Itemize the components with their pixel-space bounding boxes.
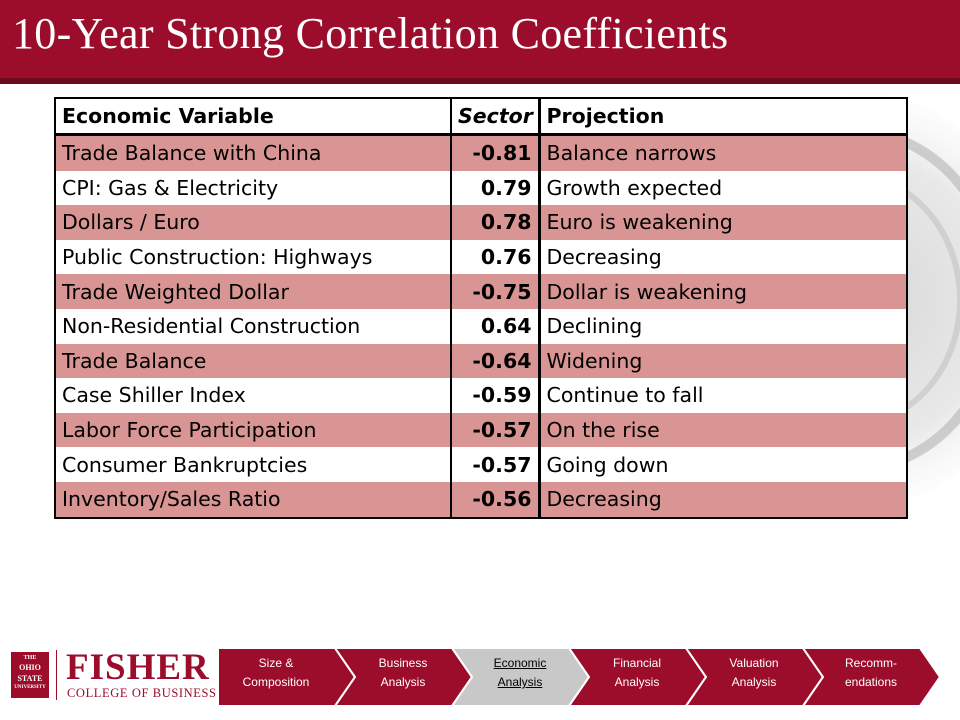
table-row: Non-Residential Construction 0.64 Declinin…	[54, 308, 908, 344]
table-row: Inventory/Sales Ratio -0.56 Decreasing	[54, 481, 908, 519]
fisher-logo-text: FISHER	[66, 647, 210, 688]
cell-economic-variable: Trade Balance with China	[54, 134, 452, 171]
cell-economic-variable: Public Construction: Highways	[54, 239, 452, 275]
table-row: Labor Force Participation -0.57 On the ris…	[54, 412, 908, 448]
cell-economic-variable: Non-Residential Construction	[54, 308, 452, 344]
nav-item-line1: Business	[378, 656, 428, 670]
nav-item-line1: Recomm-	[844, 656, 897, 670]
cell-sector-coefficient: 0.64	[450, 308, 541, 344]
nav-item-1[interactable]: Business Analysis	[353, 654, 453, 692]
cell-projection: Dollar is weakening	[538, 274, 908, 309]
footer: THE OHIO STATE UNIVERSITY FISHER COLLEGE…	[0, 640, 960, 720]
title-bar: 10-Year Strong Correlation Coefficients	[0, 0, 960, 84]
nav-chevron-5[interactable]	[801, 648, 942, 707]
nav-item-line2: Analysis	[614, 675, 660, 689]
cell-economic-variable: Dollars / Euro	[54, 205, 452, 240]
section-nav	[218, 648, 942, 707]
header-projection: Projection	[538, 97, 908, 136]
cell-projection: On the rise	[538, 412, 908, 448]
cell-sector-coefficient: -0.59	[450, 378, 541, 413]
table-row: Public Construction: Highways 0.76 Decreas…	[54, 239, 908, 275]
nav-item-line2: Analysis	[380, 675, 426, 689]
table-row: Trade Balance with China -0.81 Balance nar…	[54, 134, 908, 171]
cell-economic-variable: Trade Balance	[54, 343, 452, 379]
college-of-business-text: COLLEGE OF BUSINESS	[67, 686, 217, 700]
nav-item-line1: Size &	[258, 656, 294, 670]
cell-sector-coefficient: -0.75	[450, 274, 541, 309]
cell-economic-variable: Case Shiller Index	[54, 378, 452, 413]
header-sector: Sector	[450, 97, 541, 136]
cell-projection: Going down	[538, 447, 908, 482]
cell-sector-coefficient: -0.64	[450, 343, 541, 379]
table-header-row: Economic Variable Sector Projection	[54, 97, 908, 136]
nav-item-2[interactable]: Economic Analysis	[470, 654, 570, 692]
table-row: Dollars / Euro 0.78 Euro is weakening	[54, 205, 908, 240]
cell-projection: Decreasing	[538, 239, 908, 275]
nav-item-line2: Composition	[242, 675, 310, 689]
table-row: Trade Weighted Dollar -0.75 Dollar is weak…	[54, 274, 908, 309]
nav-item-line1: Economic	[493, 656, 547, 670]
cell-sector-coefficient: -0.81	[450, 134, 541, 171]
cell-sector-coefficient: 0.76	[450, 239, 541, 275]
cell-sector-coefficient: 0.79	[450, 170, 541, 206]
table-row: CPI: Gas & Electricity 0.79 Growth expecte…	[54, 170, 908, 206]
cell-projection: Euro is weakening	[538, 205, 908, 240]
nav-item-line1: Valuation	[729, 656, 779, 670]
cell-economic-variable: Inventory/Sales Ratio	[54, 481, 452, 519]
slide-title: 10-Year Strong Correlation Coefficients	[12, 9, 729, 58]
nav-item-line2: endations	[844, 675, 898, 689]
table-row: Case Shiller Index -0.59 Continue to fall	[54, 378, 908, 413]
table-row: Consumer Bankruptcies -0.57 Going down	[54, 447, 908, 482]
cell-economic-variable: CPI: Gas & Electricity	[54, 170, 452, 206]
cell-projection: Growth expected	[538, 170, 908, 206]
osu-logo: THE OHIO STATE UNIVERSITY	[11, 652, 49, 698]
cell-sector-coefficient: 0.78	[450, 205, 541, 240]
cell-sector-coefficient: -0.57	[450, 412, 541, 448]
cell-projection: Balance narrows	[538, 134, 908, 171]
nav-item-4[interactable]: Valuation Analysis	[704, 654, 804, 692]
nav-item-0[interactable]: Size & Composition	[226, 654, 326, 692]
cell-projection: Declining	[538, 308, 908, 344]
cell-projection: Decreasing	[538, 481, 908, 519]
correlation-table: Economic Variable Sector Projection Trad…	[54, 97, 908, 519]
cell-economic-variable: Consumer Bankruptcies	[54, 447, 452, 482]
cell-economic-variable: Trade Weighted Dollar	[54, 274, 452, 309]
cell-sector-coefficient: -0.56	[450, 481, 541, 519]
nav-item-3[interactable]: Financial Analysis	[587, 654, 687, 692]
nav-item-5[interactable]: Recomm-endations	[821, 654, 921, 692]
header-economic-variable: Economic Variable	[54, 97, 452, 136]
cell-projection: Continue to fall	[538, 378, 908, 413]
cell-sector-coefficient: -0.57	[450, 447, 541, 482]
nav-item-line1: Financial	[612, 656, 662, 670]
cell-projection: Widening	[538, 343, 908, 379]
nav-item-line2: Analysis	[731, 675, 777, 689]
cell-economic-variable: Labor Force Participation	[54, 412, 452, 448]
logo-divider	[56, 650, 57, 700]
nav-item-line2: Analysis	[497, 675, 543, 689]
table-row: Trade Balance -0.64 Widening	[54, 343, 908, 379]
